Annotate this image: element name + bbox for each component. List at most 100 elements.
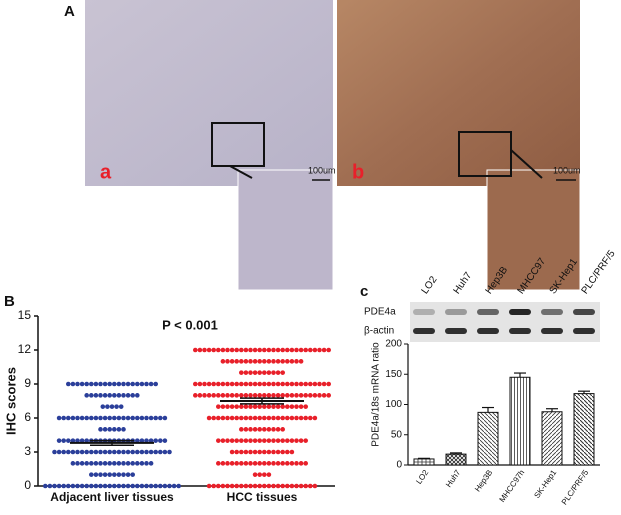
x-tick-label: HCC tissues bbox=[227, 490, 298, 504]
dot bbox=[248, 381, 253, 387]
dot bbox=[225, 483, 230, 489]
dot bbox=[289, 438, 295, 443]
dot bbox=[271, 404, 276, 409]
dot bbox=[112, 393, 117, 398]
dot bbox=[280, 347, 286, 353]
dot bbox=[229, 381, 235, 387]
dot bbox=[112, 415, 117, 421]
dot bbox=[79, 461, 85, 466]
dot bbox=[105, 404, 110, 409]
dot bbox=[234, 381, 239, 387]
dot bbox=[144, 415, 149, 421]
dot bbox=[262, 449, 267, 455]
y-axis-label: PDE4a/18s mRNA ratio bbox=[371, 342, 382, 447]
dot bbox=[125, 472, 131, 477]
dot bbox=[211, 347, 216, 353]
bar bbox=[573, 393, 595, 466]
dot bbox=[266, 483, 272, 489]
arrow bbox=[229, 165, 253, 179]
dot bbox=[130, 461, 135, 466]
x-tick-label: Hep3B bbox=[473, 468, 494, 493]
y-axis-label: IHC scores bbox=[3, 367, 18, 435]
blot bbox=[410, 302, 600, 342]
dot bbox=[61, 483, 66, 489]
dot bbox=[257, 438, 263, 443]
dot bbox=[257, 472, 263, 477]
dot bbox=[262, 359, 267, 364]
dot bbox=[148, 449, 154, 455]
dot bbox=[202, 393, 207, 398]
dot bbox=[112, 449, 117, 455]
blot-band bbox=[445, 309, 467, 315]
dot bbox=[102, 415, 108, 421]
dot bbox=[285, 381, 290, 387]
dot bbox=[116, 449, 122, 455]
dot bbox=[252, 449, 258, 455]
dot bbox=[298, 393, 304, 398]
dot bbox=[121, 483, 126, 489]
dot bbox=[107, 449, 112, 455]
dot bbox=[271, 483, 276, 489]
dot bbox=[56, 483, 62, 489]
dot bbox=[248, 438, 253, 443]
dot bbox=[252, 381, 258, 387]
dot bbox=[248, 370, 253, 375]
dot bbox=[84, 381, 89, 387]
dot bbox=[220, 359, 226, 364]
dot bbox=[98, 381, 103, 387]
x-tick-label: MHCC97h bbox=[498, 468, 527, 504]
dot bbox=[93, 472, 99, 477]
bar bbox=[541, 411, 563, 466]
x-tick-label: SK-Hep1 bbox=[532, 468, 558, 500]
dot bbox=[285, 404, 290, 409]
dot bbox=[75, 483, 80, 489]
dot bbox=[229, 415, 235, 421]
dot bbox=[139, 483, 145, 489]
dot bbox=[239, 449, 244, 455]
dot bbox=[257, 461, 263, 466]
dot bbox=[298, 461, 304, 466]
dot bbox=[243, 427, 249, 432]
dot bbox=[234, 347, 239, 353]
dot bbox=[257, 427, 263, 432]
dot bbox=[84, 415, 89, 421]
dot bbox=[266, 347, 272, 353]
dot bbox=[206, 483, 212, 489]
inset-a bbox=[237, 169, 334, 291]
dot bbox=[275, 393, 281, 398]
dot bbox=[98, 393, 103, 398]
dot bbox=[271, 347, 276, 353]
dot bbox=[139, 461, 145, 466]
dot bbox=[211, 393, 216, 398]
dot bbox=[84, 461, 89, 466]
dot bbox=[252, 359, 258, 364]
dot bbox=[148, 381, 154, 387]
dot bbox=[248, 404, 253, 409]
dot bbox=[257, 370, 263, 375]
dot bbox=[225, 438, 230, 443]
dot bbox=[262, 370, 267, 375]
dot bbox=[102, 381, 108, 387]
dot bbox=[271, 359, 276, 364]
dot bbox=[162, 415, 168, 421]
dot bbox=[229, 461, 235, 466]
dot bbox=[75, 438, 80, 443]
dot bbox=[262, 404, 267, 409]
dot bbox=[206, 393, 212, 398]
dot bbox=[135, 381, 140, 387]
dot bbox=[135, 461, 140, 466]
dot bbox=[79, 438, 85, 443]
dot bbox=[262, 483, 267, 489]
dot bbox=[139, 438, 145, 443]
dot bbox=[225, 393, 230, 398]
micrograph-a bbox=[85, 0, 333, 186]
dot bbox=[135, 415, 140, 421]
dot bbox=[98, 449, 103, 455]
dot bbox=[248, 483, 253, 489]
dot bbox=[216, 438, 221, 443]
dot bbox=[89, 449, 94, 455]
dot bbox=[303, 438, 309, 443]
dot bbox=[294, 359, 299, 364]
dot bbox=[107, 415, 112, 421]
dot bbox=[243, 359, 249, 364]
